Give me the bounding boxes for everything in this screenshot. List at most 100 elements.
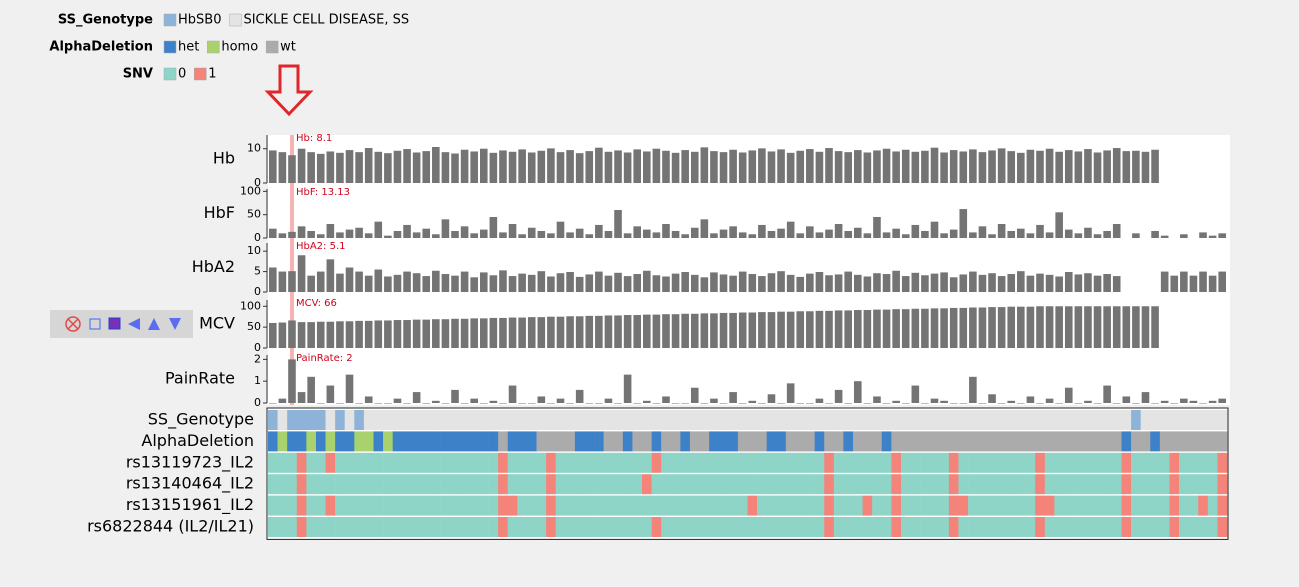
heatmap-cell: [584, 452, 595, 473]
close-button[interactable]: [65, 316, 81, 332]
bar: [978, 274, 987, 292]
bar: [326, 385, 335, 403]
bar: [844, 310, 852, 348]
bar: [470, 277, 478, 292]
heatmap-cell: [1217, 495, 1228, 516]
heatmap-cell: [661, 431, 672, 452]
heatmap-cell: [517, 474, 528, 495]
legend-label: SICKLE CELL DISEASE, SS: [243, 13, 409, 28]
heatmap-cell: [910, 495, 921, 516]
bar: [1180, 398, 1188, 403]
bar: [1170, 403, 1179, 404]
heatmap-cell: [325, 495, 336, 516]
bar: [863, 310, 872, 348]
heatmap-cell: [469, 474, 480, 495]
heatmap-cell: [737, 474, 748, 495]
bar: [1103, 231, 1111, 238]
heatmap-cell: [1179, 517, 1189, 537]
heatmap-cell: [709, 517, 720, 537]
heatmap-cell: [1035, 517, 1046, 537]
heatmap-cell: [1179, 495, 1189, 516]
bar: [422, 276, 431, 292]
bar: [1132, 150, 1140, 183]
bar: [278, 233, 287, 238]
move-left-button[interactable]: [128, 318, 140, 330]
bar: [1199, 403, 1207, 404]
bar: [364, 233, 373, 238]
bar: [460, 149, 469, 183]
bar: [690, 274, 699, 292]
heatmap-cell: [996, 452, 1007, 473]
heatmap-cell: [613, 431, 624, 452]
bar: [662, 276, 670, 292]
heatmap-cell: [651, 517, 662, 537]
bar: [614, 210, 622, 238]
select-none-button[interactable]: [89, 318, 101, 330]
heatmap-cell: [344, 431, 355, 452]
heatmap-cell: [507, 495, 518, 516]
heatmap-cell: [958, 517, 969, 537]
bar: [767, 231, 776, 238]
heatmap-cell: [440, 517, 451, 537]
heatmap-cell: [1217, 452, 1228, 473]
bar: [633, 274, 642, 292]
heatmap-cell: [536, 410, 547, 430]
color-button[interactable]: [108, 317, 121, 330]
bar: [1189, 275, 1198, 292]
bar: [671, 152, 680, 183]
heatmap-cell: [718, 474, 729, 495]
bar: [1084, 400, 1092, 403]
heatmap-cell: [1073, 474, 1084, 495]
bar: [681, 403, 689, 404]
bar: [748, 312, 757, 348]
bar: [700, 147, 709, 183]
bar: [374, 403, 383, 404]
bar: [537, 150, 546, 183]
heatmap-cell: [421, 474, 432, 495]
bar: [710, 398, 718, 403]
bar: [297, 148, 306, 183]
move-down-button[interactable]: [169, 318, 181, 330]
heatmap-cell: [1044, 495, 1055, 516]
y-tick-label: 0: [254, 176, 261, 189]
heatmap-cell: [565, 452, 576, 473]
bar: [1055, 306, 1063, 348]
bar: [892, 151, 900, 183]
heatmap-cell: [881, 495, 892, 516]
heatmap-cell: [392, 410, 403, 430]
heatmap-cell: [526, 410, 537, 430]
bar: [307, 152, 315, 183]
track-label: PainRate: [165, 369, 235, 388]
heatmap-cell: [689, 452, 700, 473]
track-label: Hb: [213, 149, 235, 168]
heatmap-cell: [1198, 517, 1209, 537]
bar: [1036, 403, 1044, 404]
bar: [412, 232, 421, 238]
heatmap-cell: [996, 474, 1007, 495]
bar: [786, 152, 795, 183]
heatmap-cell: [315, 431, 326, 452]
move-up-button[interactable]: [148, 318, 160, 330]
heatmap-cell: [268, 474, 278, 495]
heatmap-cell: [440, 495, 451, 516]
heatmap-cell: [996, 517, 1007, 537]
bar: [969, 232, 977, 238]
bar: [1189, 400, 1198, 403]
heatmap-cell: [1150, 495, 1161, 516]
heatmap-cell: [594, 410, 604, 430]
bar: [834, 274, 843, 292]
heatmap-cell: [833, 410, 844, 430]
bar: [278, 271, 287, 292]
heatmap-cell: [1054, 495, 1065, 516]
bar: [470, 233, 478, 238]
bar: [815, 310, 824, 348]
bar: [460, 271, 469, 292]
heatmap-cell: [833, 431, 844, 452]
heatmap-cell: [699, 517, 710, 537]
heatmap-cell: [843, 410, 854, 430]
bar: [1026, 275, 1035, 292]
bar: [297, 392, 306, 403]
heatmap-cell: [1016, 495, 1026, 516]
bar: [614, 272, 622, 292]
bar: [700, 219, 709, 238]
